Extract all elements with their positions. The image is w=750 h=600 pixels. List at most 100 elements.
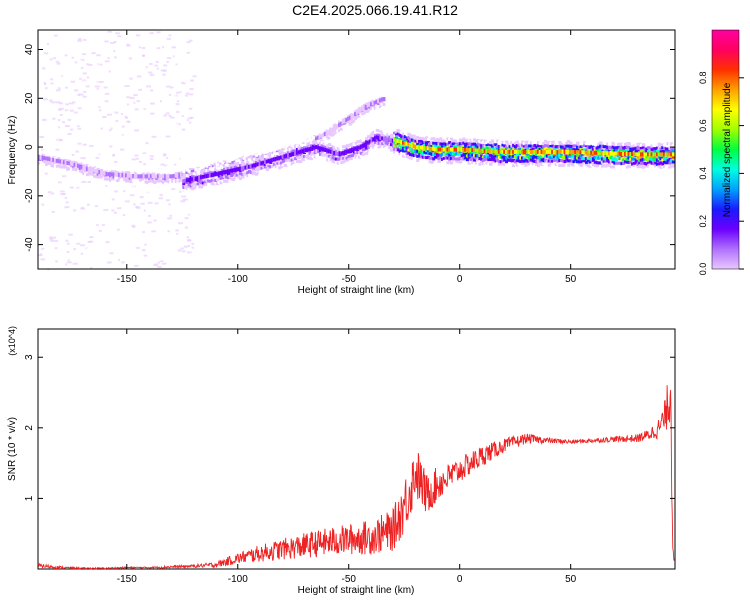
spectrogram-cell [293,139,297,143]
spectrogram-cell [336,119,340,123]
spectrogram-cell [112,175,116,179]
spectrogram-cell [394,150,398,154]
spectrogram-cell [290,150,294,154]
spectrogram-cell [390,133,394,137]
spectrogram-cell [275,146,279,150]
spectrogram-cell [313,141,317,145]
spectrogram-cell [180,165,184,169]
spectrogram-cell [465,158,469,162]
spectrogram-cell [240,157,244,161]
spectrogram-cell [373,98,377,102]
spectrogram-cell [503,147,507,151]
spectrogram-cell [187,169,191,173]
spectrogram-noise-cell [156,215,160,218]
spectrogram-cell [174,176,178,180]
spectrogram-cell [416,135,420,139]
spectrogram-cell [278,162,282,166]
spectrogram-cell [425,151,429,155]
spectrogram-cell [153,184,157,188]
spectrogram-noise-cell [173,140,176,143]
spectrogram-cell [91,177,95,181]
spectrogram-noise-cell [72,262,78,265]
spectrogram-cell [442,147,446,152]
spectrogram-cell [620,145,624,149]
spectrogram-cell [374,136,378,141]
spectrogram-cell [597,145,601,149]
spectrogram-cell [261,148,265,152]
spectrogram-cell [545,162,549,166]
spectrogram-cell [471,144,475,148]
spectrogram-cell [577,142,581,146]
spectrogram-cell [510,149,514,154]
spectrogram-noise-cell [107,57,110,60]
spectrogram-cell [345,158,349,162]
spectrogram-cell [357,109,361,114]
spectrogram-cell [568,149,572,154]
spectrogram-cell [446,137,450,141]
spectrogram-cell [144,180,148,184]
spectrogram-cell [368,148,372,152]
spectrogram-cell [432,157,436,161]
spectrogram-cell [208,185,212,189]
spectrogram-cell [595,164,599,168]
spectrogram-cell [591,147,595,151]
spectrogram-cell [602,140,606,144]
spectrogram-cell [444,143,448,147]
spectrogram-cell [192,186,196,190]
spectrogram-cell [538,162,542,166]
spectrogram-noise-cell [114,111,119,114]
spectrogram-noise-cell [55,122,60,125]
spectrogram-cell [606,142,610,146]
spectrogram-cell [132,172,136,176]
spectrogram-noise-cell [126,103,130,106]
spectrogram-cell [93,166,97,170]
spectrogram-cell [315,148,319,152]
spectrogram-cell [341,130,345,134]
spectrogram-cell [481,143,485,147]
spectrogram-cell [169,174,173,179]
spectrogram-cell [480,148,484,153]
spectrogram-noise-cell [122,214,126,217]
spectrogram-cell [55,164,59,168]
spectrogram-cell [242,165,246,170]
spectrogram-cell [448,160,452,164]
spectrogram-cell [487,158,491,162]
spectrogram-noise-cell [77,237,82,240]
spectrogram-cell [110,169,114,173]
spectrogram-cell [43,158,47,162]
spectrogram-cell [192,182,196,186]
spectrogram-cell [586,158,590,162]
spectrogram-cell [403,153,407,157]
spectrogram-cell [436,140,440,144]
spectrogram-cell [417,145,421,150]
spectrogram-noise-cell [113,217,118,220]
spectrogram-cell [515,140,519,144]
spectrogram-cell [444,150,448,154]
spectrogram-cell [458,147,462,152]
spectrogram-cell [59,165,63,169]
spectrogram-cell [515,149,519,154]
spectrogram-noise-cell [171,131,174,134]
spectrogram-cell [538,149,542,154]
spectrogram-cell [508,162,512,166]
spectrogram-cell [231,155,235,159]
spectrogram-cell [359,103,363,107]
spectrogram-cell [247,173,251,177]
spectrogram-cell [45,156,49,161]
spectrogram-cell [586,156,590,160]
spectrogram-noise-cell [42,215,46,218]
spectrogram-cell [281,163,285,167]
spectrogram-noise-cell [70,128,74,131]
spectrogram-cell [449,152,453,156]
spectrogram-cell [354,149,358,153]
spectrogram-cell [359,151,363,155]
spectrogram-cell [333,164,337,168]
spectrogram-cell [545,141,549,145]
spectrogram-cell [322,126,326,130]
spectrogram-cell [600,160,604,164]
spectrogram-cell [531,156,535,160]
spectrogram-noise-cell [172,57,175,60]
spectrogram-cell [379,144,383,148]
spectrogram-noise-cell [47,114,52,117]
spectrogram-noise-cell [149,32,154,35]
